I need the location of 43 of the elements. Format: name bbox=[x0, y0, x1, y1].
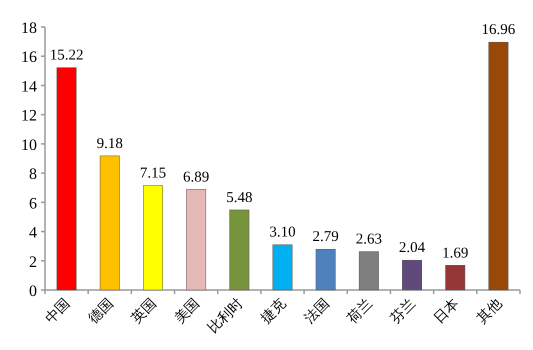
data-label: 1.69 bbox=[442, 245, 468, 262]
x-tick-label: 中国 bbox=[42, 296, 74, 327]
x-tick-label: 比利时 bbox=[205, 296, 246, 337]
y-tick-label: 14 bbox=[21, 78, 37, 96]
data-label: 2.63 bbox=[356, 232, 382, 248]
data-label: 9.18 bbox=[96, 136, 123, 152]
bar bbox=[272, 244, 292, 290]
y-tick-label: 10 bbox=[21, 136, 37, 154]
x-tick-label: 其他 bbox=[474, 296, 506, 327]
y-tick-label: 16 bbox=[21, 49, 37, 66]
data-label: 2.79 bbox=[312, 229, 339, 246]
x-tick-label: 捷克 bbox=[258, 296, 290, 327]
data-label: 15.22 bbox=[50, 48, 84, 64]
x-tick-label: 荷兰 bbox=[344, 296, 376, 327]
data-label: 16.96 bbox=[482, 22, 516, 38]
bar bbox=[316, 248, 336, 290]
data-label: 7.15 bbox=[140, 166, 166, 182]
bar bbox=[445, 265, 466, 290]
y-tick-label: 6 bbox=[29, 195, 37, 212]
x-tick-label: 美国 bbox=[172, 296, 203, 327]
y-tick-label: 18 bbox=[21, 20, 37, 37]
data-label: 6.89 bbox=[183, 169, 210, 186]
bar bbox=[100, 156, 120, 290]
bar bbox=[56, 67, 77, 290]
x-tick-label: 英国 bbox=[128, 296, 160, 327]
y-tick-label: 8 bbox=[29, 166, 37, 184]
y-tick-label: 12 bbox=[21, 108, 37, 125]
x-tick-label: 芬兰 bbox=[388, 296, 419, 327]
bar bbox=[488, 42, 508, 290]
y-tick-label: 2 bbox=[29, 254, 37, 271]
y-tick-label: 0 bbox=[29, 283, 37, 300]
bar bbox=[402, 260, 422, 290]
bar bbox=[186, 189, 206, 290]
data-label: 2.04 bbox=[398, 240, 426, 256]
bar bbox=[358, 251, 379, 290]
x-tick-label: 日本 bbox=[430, 296, 462, 327]
bar bbox=[229, 210, 250, 290]
data-label: 5.48 bbox=[226, 190, 252, 206]
data-label: 3.10 bbox=[269, 224, 296, 241]
x-tick-label: 德国 bbox=[85, 296, 117, 327]
y-tick-label: 4 bbox=[29, 224, 37, 242]
bar bbox=[142, 185, 163, 290]
x-tick-label: 法国 bbox=[301, 296, 333, 327]
